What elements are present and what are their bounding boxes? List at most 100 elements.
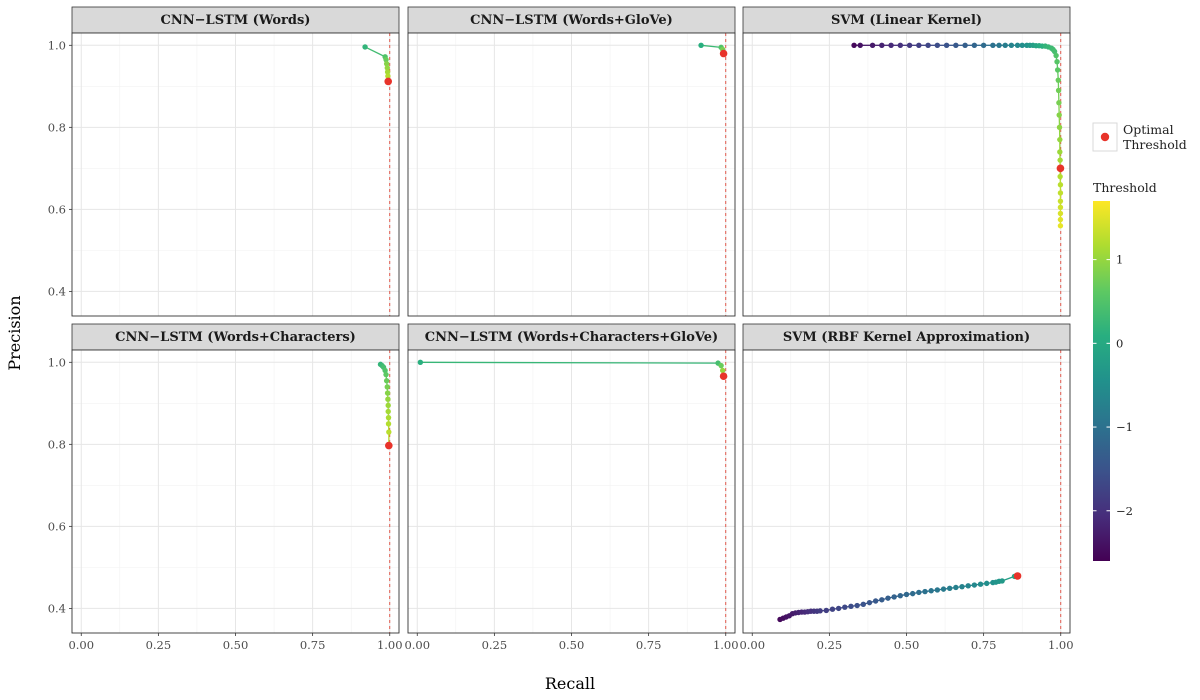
legend: Optimal Threshold Threshold 1 0 −1 −2: [1092, 122, 1187, 561]
data-points: [377, 361, 392, 449]
y-tick-label: 1.0: [48, 38, 66, 52]
panel-title: SVM (Linear Kernel): [831, 13, 982, 28]
x-tick-label: 1.00: [377, 638, 403, 652]
data-point: [860, 601, 867, 607]
curve-segment: [420, 361, 719, 364]
panel-strip: [407, 6, 736, 34]
data-point: [719, 367, 726, 374]
data-point: [1057, 182, 1064, 188]
data-point: [386, 429, 392, 435]
data-point: [1056, 124, 1063, 131]
data-point: [1002, 42, 1008, 49]
x-tick-label: 1.00: [1048, 638, 1074, 652]
data-point: [885, 595, 891, 601]
colorbar: [1093, 201, 1110, 561]
data-point: [835, 605, 842, 612]
data-point: [1056, 112, 1062, 118]
x-tick-label: 1.00: [713, 638, 739, 652]
gridlines: [743, 350, 1070, 633]
data-point: [1019, 42, 1025, 49]
data-point: [872, 598, 879, 604]
panel-title: CNN−LSTM (Words): [161, 13, 311, 28]
data-point: [971, 42, 978, 49]
data-point: [999, 578, 1005, 584]
data-point: [857, 42, 863, 49]
data-point: [817, 608, 823, 614]
panel-3: SVM (Linear Kernel): [742, 6, 1071, 317]
y-tick-label: 1.0: [48, 355, 66, 369]
data-point: [897, 42, 904, 49]
panel-border: [71, 32, 400, 317]
data-point: [1057, 157, 1063, 163]
data-point: [879, 42, 885, 49]
optimal-threshold-point: [719, 49, 728, 58]
data-point: [922, 588, 928, 595]
data-point: [1055, 87, 1062, 94]
optimal-threshold-point: [719, 372, 728, 381]
colorbar-tick-label: −2: [1116, 504, 1133, 518]
data-points: [362, 44, 391, 85]
data-point: [940, 586, 947, 592]
x-tick-label: 0.75: [300, 638, 326, 652]
panel-4: CNN−LSTM (Words+Characters)0.40.60.81.00…: [48, 323, 403, 652]
data-point: [698, 42, 704, 49]
data-point: [854, 602, 860, 609]
panel-1: CNN−LSTM (Words) 0.4 0.6 0.8 1.0: [48, 6, 400, 317]
optimal-threshold-point: [385, 441, 393, 450]
data-point: [965, 583, 971, 589]
data-point: [1057, 198, 1064, 204]
data-point: [383, 378, 390, 384]
data-point: [362, 44, 368, 50]
data-point: [916, 589, 922, 596]
panel-title: CNN−LSTM (Words+Characters): [115, 330, 356, 345]
data-point: [829, 606, 836, 612]
x-tick-label: 0.75: [971, 638, 997, 652]
data-point: [1057, 210, 1064, 217]
optimal-threshold-point: [1056, 164, 1065, 173]
optimal-threshold-point: [1013, 572, 1022, 580]
data-point: [980, 42, 987, 49]
panel-border: [742, 32, 1071, 317]
data-point: [385, 73, 391, 79]
data-point: [903, 591, 910, 598]
data-point: [906, 42, 913, 49]
data-point: [385, 396, 391, 402]
data-point: [1057, 216, 1064, 223]
y-tick-label: 0.6: [48, 519, 66, 533]
data-point: [866, 599, 873, 606]
panel-title: SVM (RBF Kernel Approximation): [783, 330, 1030, 345]
optimal-threshold-point: [384, 77, 393, 86]
x-tick-label: 0.00: [404, 638, 430, 652]
data-point: [1051, 48, 1058, 55]
x-tick-label: 0.25: [482, 638, 508, 652]
data-point: [959, 583, 965, 590]
y-axis-title: Precision: [5, 295, 24, 370]
x-axis-title: Recall: [545, 674, 595, 693]
data-point: [953, 584, 959, 591]
data-point: [383, 61, 390, 67]
panel-title: CNN−LSTM (Words+Characters+GloVe): [425, 330, 718, 345]
data-point: [383, 56, 389, 63]
x-tick-label: 0.25: [146, 638, 172, 652]
data-point: [1057, 173, 1063, 180]
data-point: [925, 42, 931, 49]
panel-border: [407, 32, 736, 317]
data-point: [385, 421, 392, 427]
data-point: [1008, 42, 1015, 49]
data-points: [851, 42, 1064, 229]
x-tick-label: 0.50: [223, 638, 249, 652]
data-point: [1057, 223, 1064, 229]
data-point: [897, 592, 904, 599]
curve-segment: [700, 44, 722, 49]
data-point: [718, 362, 724, 369]
x-tick-label: 0.75: [636, 638, 662, 652]
data-point: [869, 42, 876, 49]
data-point: [384, 390, 391, 396]
y-tick-label: 0.8: [48, 437, 66, 451]
x-tick-label: 0.00: [68, 638, 94, 652]
data-point: [823, 607, 829, 614]
panel-2: CNN−LSTM (Words+GloVe): [407, 6, 736, 317]
data-point: [385, 402, 391, 409]
colorbar-tick-label: −1: [1116, 420, 1133, 434]
data-point: [977, 581, 984, 587]
